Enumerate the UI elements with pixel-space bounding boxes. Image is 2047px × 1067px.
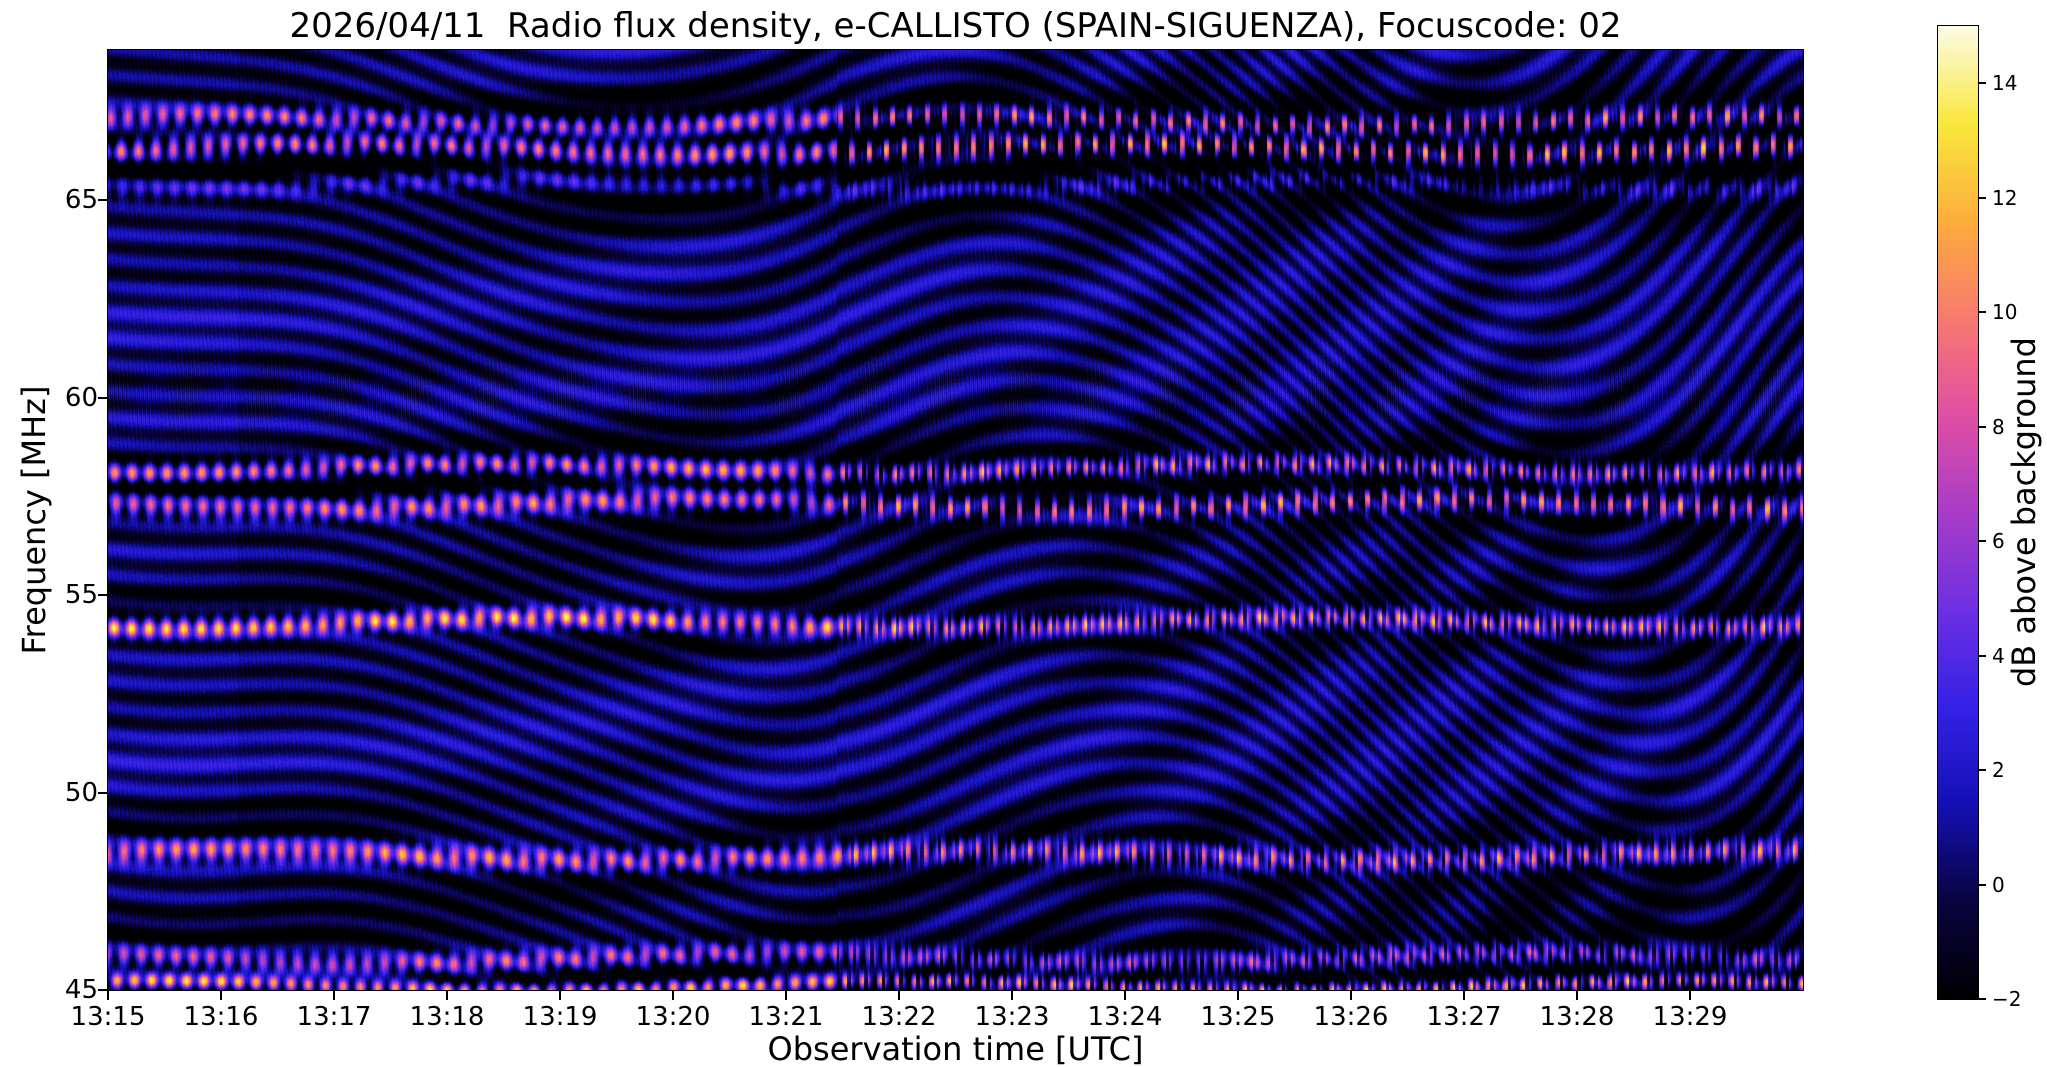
x-tick-label: 13:23 xyxy=(974,1002,1050,1032)
y-tick-mark xyxy=(98,791,107,794)
x-tick-mark xyxy=(1124,991,1126,1000)
x-tick-mark xyxy=(1011,991,1013,1000)
x-tick-mark xyxy=(1463,991,1465,1000)
chart-title: 2026/04/11 Radio flux density, e-CALLIST… xyxy=(289,6,1622,46)
colorbar-tick-mark xyxy=(1978,998,1986,1000)
colorbar xyxy=(1937,25,1979,1000)
x-tick-mark xyxy=(220,991,222,1000)
y-tick-mark xyxy=(98,989,107,991)
colorbar-tick-label: 6 xyxy=(1992,529,2005,554)
colorbar-tick-mark xyxy=(1978,311,1986,314)
colorbar-label: dB above background xyxy=(2005,337,2043,687)
colorbar-tick-mark xyxy=(1978,883,1986,886)
y-tick-label: 60 xyxy=(64,382,98,413)
colorbar-tick-label: 2 xyxy=(1992,758,2005,783)
x-tick-label: 13:19 xyxy=(522,1002,598,1032)
x-axis-label: Observation time [UTC] xyxy=(767,1030,1144,1067)
x-tick-label: 13:21 xyxy=(748,1002,824,1032)
y-axis-label: Frequency [MHz] xyxy=(15,385,53,655)
x-tick-label: 13:15 xyxy=(70,1002,146,1032)
x-tick-label: 13:28 xyxy=(1539,1002,1615,1032)
x-tick-mark xyxy=(1689,991,1691,1000)
colorbar-canvas xyxy=(1938,26,1978,999)
colorbar-tick-mark xyxy=(1978,425,1986,428)
x-tick-mark xyxy=(1237,991,1239,1000)
y-tick-label: 65 xyxy=(64,185,98,216)
colorbar-tick-mark xyxy=(1978,769,1986,772)
x-tick-label: 13:25 xyxy=(1200,1002,1276,1032)
plot-area xyxy=(107,49,1804,991)
x-tick-mark xyxy=(107,991,109,1000)
colorbar-tick-label: 0 xyxy=(1992,872,2005,897)
x-tick-mark xyxy=(672,991,674,1000)
x-tick-mark xyxy=(898,991,900,1000)
x-tick-mark xyxy=(1576,991,1578,1000)
y-tick-label: 50 xyxy=(64,777,98,808)
x-tick-label: 13:22 xyxy=(861,1002,937,1032)
x-tick-mark xyxy=(559,991,561,1000)
x-tick-label: 13:20 xyxy=(635,1002,711,1032)
x-tick-mark xyxy=(333,991,335,1000)
x-tick-label: 13:16 xyxy=(183,1002,259,1032)
y-tick-mark xyxy=(98,199,107,202)
colorbar-tick-mark xyxy=(1978,654,1986,657)
y-tick-label: 45 xyxy=(64,975,98,1005)
colorbar-tick-label: 8 xyxy=(1992,414,2005,439)
colorbar-tick-mark xyxy=(1978,540,1986,543)
x-tick-mark xyxy=(785,991,787,1000)
x-tick-label: 13:17 xyxy=(296,1002,372,1032)
y-tick-mark xyxy=(98,396,107,399)
colorbar-tick-label: 4 xyxy=(1992,643,2005,668)
y-tick-mark xyxy=(98,594,107,597)
x-tick-mark xyxy=(1350,991,1352,1000)
spectrogram-canvas xyxy=(108,50,1803,990)
y-tick-label: 55 xyxy=(64,580,98,611)
x-tick-label: 13:26 xyxy=(1313,1002,1389,1032)
colorbar-tick-label: 10 xyxy=(1992,300,2018,325)
colorbar-tick-label: 14 xyxy=(1992,71,2018,96)
colorbar-tick-label: −2 xyxy=(1992,987,2022,1011)
colorbar-tick-mark xyxy=(1978,82,1986,85)
x-tick-label: 13:18 xyxy=(409,1002,485,1032)
x-tick-label: 13:29 xyxy=(1652,1002,1728,1032)
x-tick-label: 13:24 xyxy=(1087,1002,1163,1032)
x-tick-label: 13:27 xyxy=(1426,1002,1502,1032)
colorbar-tick-label: 12 xyxy=(1992,185,2018,210)
x-tick-mark xyxy=(446,991,448,1000)
colorbar-tick-mark xyxy=(1978,196,1986,199)
